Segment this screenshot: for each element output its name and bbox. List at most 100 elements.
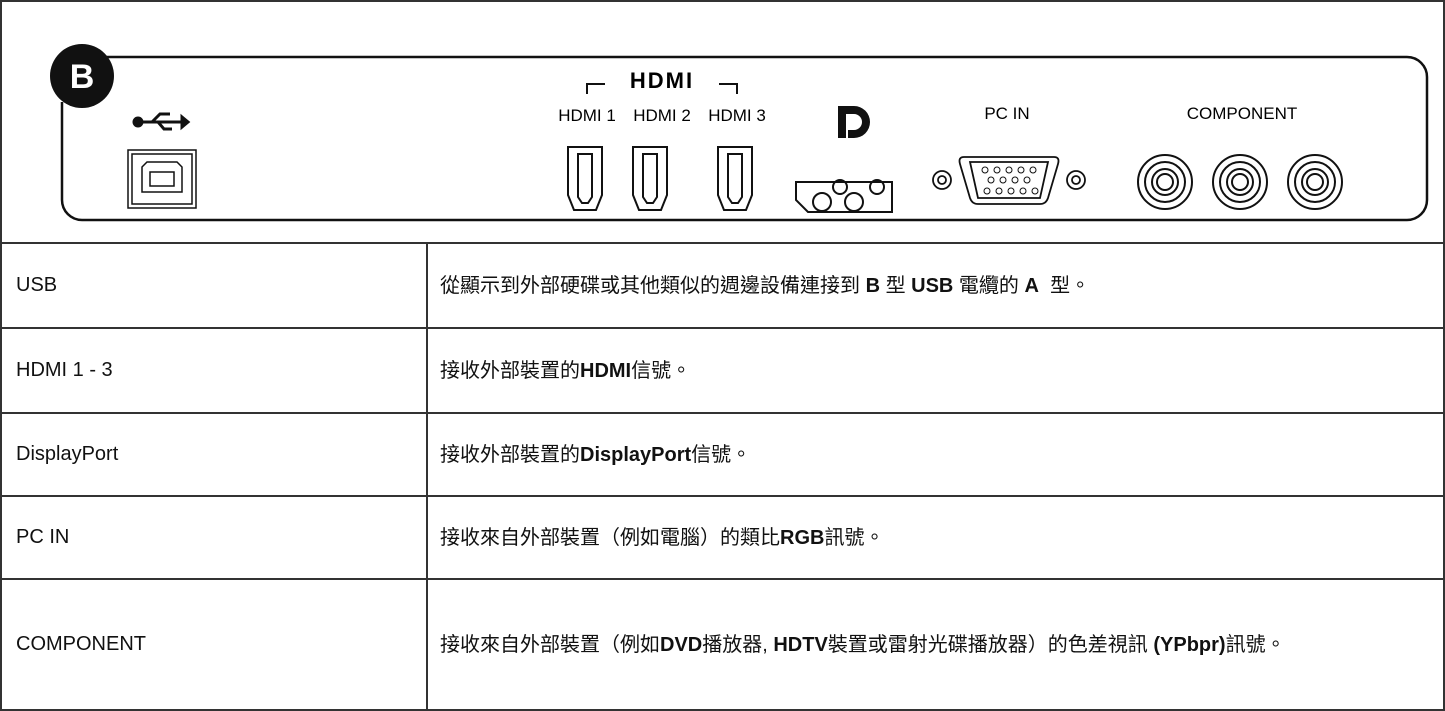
description-text: RGB	[780, 526, 825, 549]
description-text: USB	[911, 274, 954, 297]
vga-pin	[981, 166, 989, 174]
description-cell: 從顯示到外部硬碟或其他類似的週邊設備連接到 B 型 USB 電纜的 A 型。	[428, 244, 1443, 327]
port-name: USB	[2, 244, 428, 327]
dp-logo	[838, 106, 870, 138]
table-row: COMPONENT 接收來自外部裝置（例如DVD播放器, HDTV裝置或雷射光碟播…	[2, 578, 1443, 709]
description-text: B	[865, 274, 881, 297]
description-text: 接收來自外部裝置（例如	[440, 633, 660, 656]
dp-logo-mark	[838, 106, 870, 138]
rca-ring	[1151, 168, 1179, 196]
connector-diagram: B HDMI HDMI 1 HDMI 2 HDMI 3 PC IN	[50, 44, 1429, 222]
hdmi-port	[567, 146, 603, 211]
vga-screw	[932, 170, 952, 190]
table-row: HDMI 1 - 3 接收外部裝置的HDMI信號。	[2, 327, 1443, 412]
description-text: 接收外部裝置的	[440, 443, 580, 466]
panel-outline	[60, 55, 1429, 222]
description-text: 訊號。	[1225, 633, 1286, 656]
rca-ring	[1144, 161, 1186, 203]
hdmi-port-inner	[642, 153, 658, 204]
hdmi-port-inner	[577, 153, 593, 204]
hdmi-ports	[567, 146, 753, 211]
vga-pin	[995, 187, 1003, 195]
port-name: PC IN	[2, 497, 428, 578]
port-name: HDMI 1 - 3	[2, 329, 428, 412]
description-text: 型。	[1038, 274, 1091, 297]
description-cell: 接收外部裝置的DisplayPort信號。	[428, 414, 1443, 495]
port-name: COMPONENT	[2, 580, 428, 709]
component-ports	[1137, 154, 1343, 210]
usb-port-outer	[127, 149, 197, 209]
description: 從顯示到外部硬碟或其他類似的週邊設備連接到 B 型 USB 電纜的 A 型。	[440, 268, 1090, 304]
dp-port	[795, 179, 893, 213]
vga-pin	[1007, 187, 1015, 195]
description-text: DVD	[660, 633, 703, 656]
usb-icon-dot	[132, 116, 144, 128]
table-row: DisplayPort 接收外部裝置的DisplayPort信號。	[2, 412, 1443, 495]
vga-screw	[1066, 170, 1086, 190]
rca-ring	[1219, 161, 1261, 203]
description-text: A	[1024, 274, 1039, 297]
badge-circle	[50, 44, 114, 108]
vga-pin	[1005, 166, 1013, 174]
rca-ring	[1231, 173, 1249, 191]
description-text: HDTV	[773, 633, 828, 656]
hdmi-bracket	[586, 83, 605, 94]
dp-port-detail	[869, 179, 885, 195]
vga-pin	[983, 187, 991, 195]
vga-shell	[958, 156, 1060, 205]
vga-pin	[1019, 187, 1027, 195]
usb-icon-branch	[150, 112, 170, 124]
description: 接收來自外部裝置（例如電腦）的類比RGB訊號。	[440, 520, 884, 556]
hdmi-logo: HDMI	[630, 68, 694, 93]
description-text: 接收外部裝置的	[440, 359, 580, 382]
description-cell: 接收外部裝置的HDMI信號。	[428, 329, 1443, 412]
description-text: 信號。	[691, 443, 752, 466]
rca-ring	[1226, 168, 1254, 196]
vga-pin	[1031, 187, 1039, 195]
port-table: USB 從顯示到外部硬碟或其他類似的週邊設備連接到 B 型 USB 電纜的 A 型…	[2, 242, 1443, 709]
dp-port-outer	[795, 181, 893, 213]
usb-port-inner	[131, 153, 193, 205]
usb-icon-arrow	[180, 113, 191, 131]
rca-ring	[1306, 173, 1324, 191]
description-text: 電纜的	[953, 274, 1025, 297]
usb-icon	[132, 112, 191, 131]
dp-port-detail	[812, 192, 832, 212]
rca-jack	[1137, 154, 1193, 210]
port-name: DisplayPort	[2, 414, 428, 495]
port-label: HDMI 1	[558, 106, 616, 125]
table-row: USB 從顯示到外部硬碟或其他類似的週邊設備連接到 B 型 USB 電纜的 A 型…	[2, 242, 1443, 327]
vga-pin	[987, 176, 995, 184]
hdmi-port-inner	[727, 153, 743, 204]
dp-port-detail	[832, 179, 848, 195]
description-text: 訊號。	[824, 526, 885, 549]
description-cell: 接收來自外部裝置（例如電腦）的類比RGB訊號。	[428, 497, 1443, 578]
description-text: 從顯示到外部硬碟或其他類似的週邊設備連接到	[440, 274, 866, 297]
usb-port-tongue	[149, 171, 175, 187]
usb-port	[127, 149, 197, 209]
table-row: PC IN 接收來自外部裝置（例如電腦）的類比RGB訊號。	[2, 495, 1443, 578]
rca-jack	[1287, 154, 1343, 210]
description-text: 型	[880, 274, 912, 297]
description-text: 裝置或雷射光碟播放器）的色差視訊	[827, 633, 1154, 656]
vga-pin	[999, 176, 1007, 184]
description-text: (YPbpr)	[1153, 633, 1226, 656]
rca-ring	[1301, 168, 1329, 196]
vga-pin	[1017, 166, 1025, 174]
vga-port	[932, 156, 1086, 205]
hdmi-port	[632, 146, 668, 211]
vga-pin	[1029, 166, 1037, 174]
usb-port-socket	[141, 161, 183, 193]
port-label: HDMI 3	[708, 106, 766, 125]
description-text: 播放器,	[702, 633, 774, 656]
port-label: PC IN	[984, 104, 1029, 123]
description-text: 接收來自外部裝置（例如電腦）的類比	[440, 526, 780, 549]
vga-pin	[1011, 176, 1019, 184]
vga-pin	[993, 166, 1001, 174]
description-text: HDMI	[580, 359, 632, 382]
hdmi-bracket	[719, 83, 738, 94]
usb-icon-branch	[156, 121, 172, 131]
badge-label: B	[70, 58, 95, 96]
vga-pins	[981, 166, 1039, 195]
description-cell: 接收來自外部裝置（例如DVD播放器, HDTV裝置或雷射光碟播放器）的色差視訊 …	[428, 580, 1443, 709]
